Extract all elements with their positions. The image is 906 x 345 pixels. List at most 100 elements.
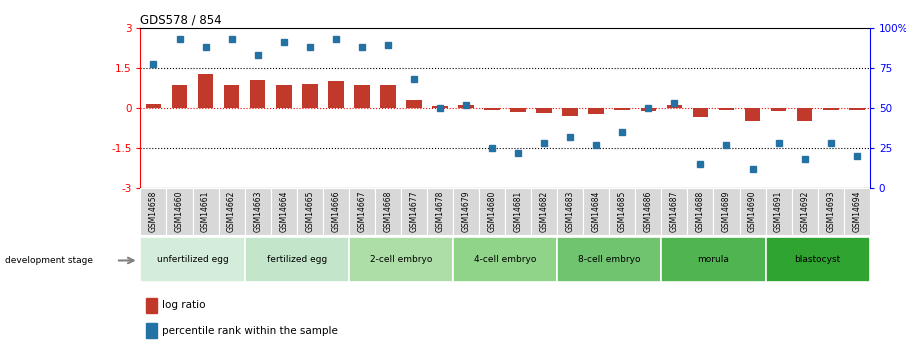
Text: GSM14667: GSM14667	[357, 190, 366, 232]
Bar	[381, 85, 396, 108]
Text: GDS578 / 854: GDS578 / 854	[140, 13, 222, 27]
Text: GSM14666: GSM14666	[332, 190, 341, 232]
Text: 8-cell embryo: 8-cell embryo	[578, 255, 641, 264]
Bar	[771, 108, 786, 111]
Bar	[766, 188, 792, 235]
Bar	[635, 188, 661, 235]
Bar	[323, 188, 349, 235]
Bar	[510, 108, 525, 112]
Bar	[531, 188, 557, 235]
Bar	[714, 188, 739, 235]
Bar	[536, 108, 552, 113]
Bar	[739, 188, 766, 235]
Text: GSM14683: GSM14683	[565, 190, 574, 232]
Bar	[484, 108, 500, 110]
Bar	[745, 108, 760, 121]
Bar	[718, 108, 735, 110]
Text: GSM14682: GSM14682	[540, 190, 549, 231]
Text: GSM14692: GSM14692	[800, 190, 809, 232]
Bar	[349, 188, 375, 235]
Bar	[146, 323, 157, 338]
Bar	[479, 188, 506, 235]
Bar	[172, 85, 188, 108]
Text: GSM14679: GSM14679	[461, 190, 470, 232]
Bar	[140, 237, 245, 282]
Text: morula: morula	[698, 255, 729, 264]
Bar	[589, 108, 604, 115]
Text: development stage: development stage	[5, 256, 92, 265]
Text: GSM14685: GSM14685	[618, 190, 627, 232]
Bar	[432, 107, 448, 108]
Text: GSM14693: GSM14693	[826, 190, 835, 232]
Bar	[614, 108, 631, 110]
Bar	[349, 237, 453, 282]
Text: GSM14663: GSM14663	[253, 190, 262, 232]
Text: GSM14664: GSM14664	[279, 190, 288, 232]
Bar	[453, 237, 557, 282]
Text: GSM14668: GSM14668	[383, 190, 392, 232]
Bar	[661, 237, 766, 282]
Bar	[797, 108, 813, 121]
Bar	[271, 188, 297, 235]
Text: GSM14694: GSM14694	[853, 190, 862, 232]
Bar	[167, 188, 193, 235]
Text: log ratio: log ratio	[162, 300, 206, 310]
Text: GSM14662: GSM14662	[227, 190, 236, 232]
Bar	[792, 188, 818, 235]
Bar	[693, 108, 708, 117]
Bar	[245, 188, 271, 235]
Bar	[146, 297, 157, 313]
Bar	[140, 188, 167, 235]
Text: GSM14681: GSM14681	[514, 190, 523, 231]
Text: GSM14680: GSM14680	[487, 190, 496, 232]
Bar	[224, 85, 239, 108]
Bar	[843, 188, 870, 235]
Bar	[557, 237, 661, 282]
Bar	[818, 188, 843, 235]
Bar	[250, 80, 265, 108]
Bar	[688, 188, 714, 235]
Text: GSM14678: GSM14678	[436, 190, 445, 232]
Bar	[823, 108, 839, 110]
Bar	[506, 188, 531, 235]
Bar	[245, 237, 349, 282]
Text: blastocyst: blastocyst	[795, 255, 841, 264]
Text: GSM14661: GSM14661	[201, 190, 210, 232]
Bar	[276, 85, 292, 108]
Text: GSM14684: GSM14684	[592, 190, 601, 232]
Bar	[427, 188, 453, 235]
Text: GSM14689: GSM14689	[722, 190, 731, 232]
Text: GSM14665: GSM14665	[305, 190, 314, 232]
Bar	[297, 188, 323, 235]
Bar	[406, 100, 421, 108]
Bar	[766, 237, 870, 282]
Text: GSM14686: GSM14686	[644, 190, 653, 232]
Text: GSM14677: GSM14677	[410, 190, 419, 232]
Bar	[198, 75, 214, 108]
Text: 4-cell embryo: 4-cell embryo	[474, 255, 536, 264]
Text: GSM14688: GSM14688	[696, 190, 705, 231]
Bar	[641, 108, 656, 111]
Bar	[354, 85, 370, 108]
Bar	[583, 188, 610, 235]
Bar	[458, 105, 474, 108]
Text: GSM14690: GSM14690	[748, 190, 757, 232]
Bar	[302, 84, 317, 108]
Text: GSM14687: GSM14687	[670, 190, 679, 232]
Text: GSM14660: GSM14660	[175, 190, 184, 232]
Text: GSM14658: GSM14658	[149, 190, 158, 232]
Bar	[661, 188, 688, 235]
Bar	[375, 188, 401, 235]
Text: percentile rank within the sample: percentile rank within the sample	[162, 326, 338, 336]
Text: unfertilized egg: unfertilized egg	[157, 255, 228, 264]
Bar	[146, 104, 161, 108]
Bar	[193, 188, 218, 235]
Text: GSM14691: GSM14691	[774, 190, 783, 232]
Bar	[328, 81, 343, 108]
Bar	[667, 105, 682, 108]
Bar	[849, 108, 864, 110]
Text: fertilized egg: fertilized egg	[266, 255, 327, 264]
Bar	[453, 188, 479, 235]
Bar	[557, 188, 583, 235]
Bar	[401, 188, 427, 235]
